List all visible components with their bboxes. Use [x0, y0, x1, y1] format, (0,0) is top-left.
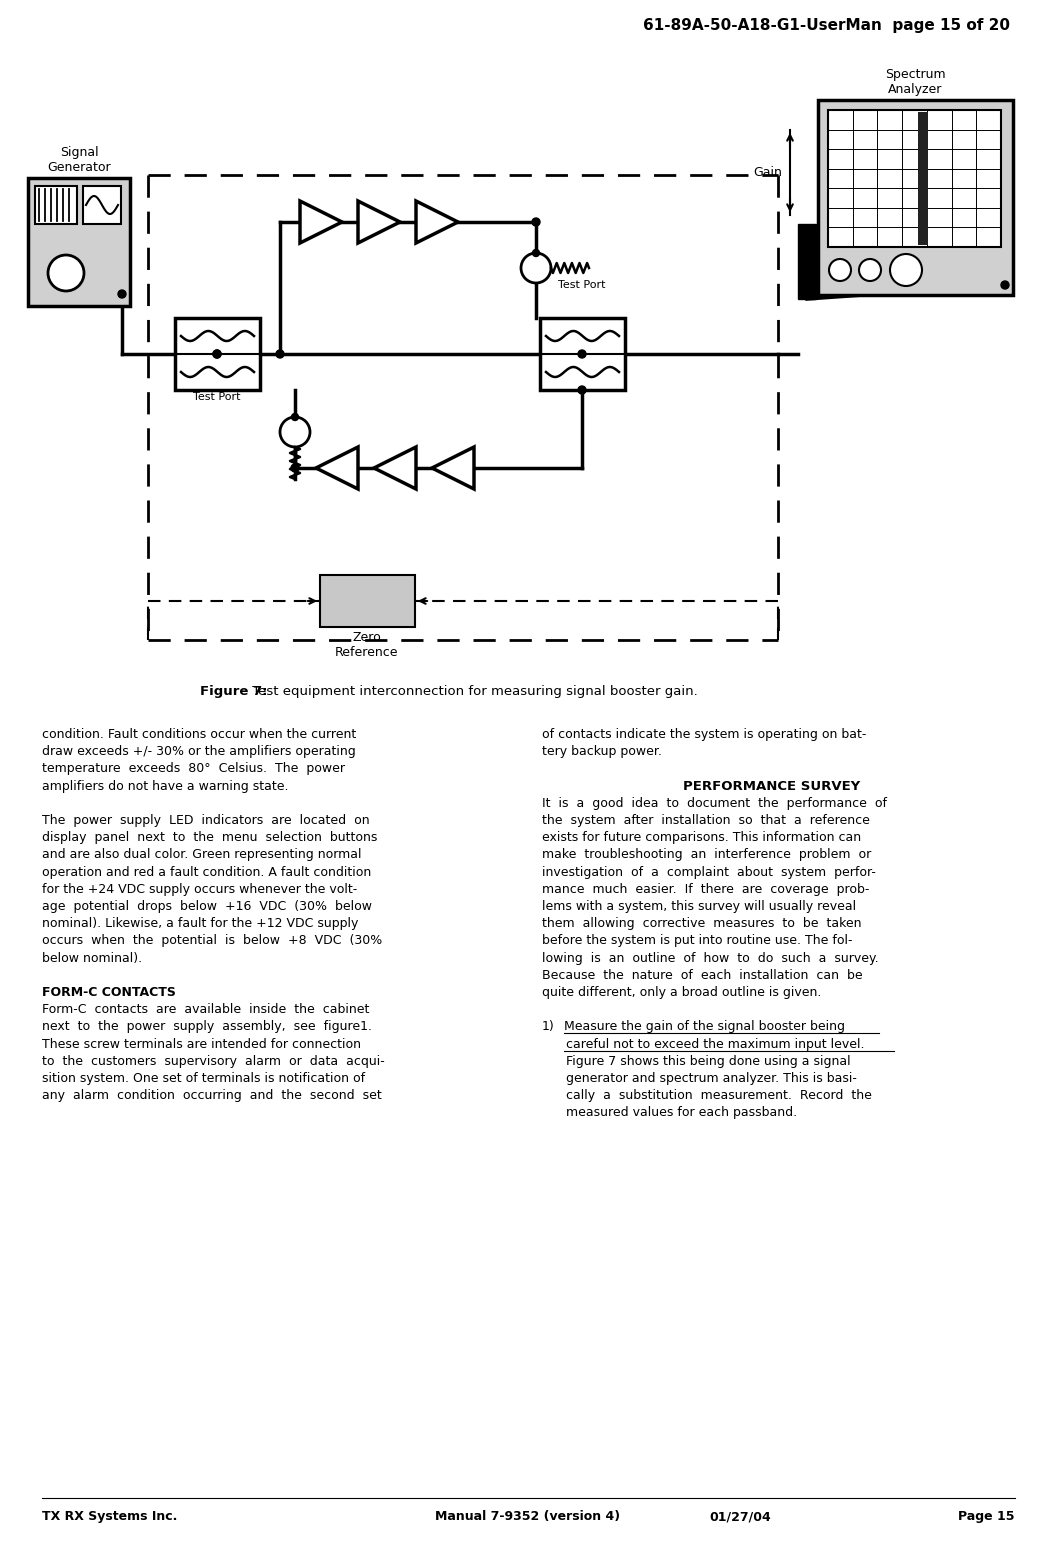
Text: Page 15: Page 15: [959, 1510, 1015, 1523]
Text: to  the  customers  supervisory  alarm  or  data  acqui-: to the customers supervisory alarm or da…: [42, 1055, 385, 1067]
Bar: [818, 100, 1013, 295]
Polygon shape: [358, 200, 400, 244]
Polygon shape: [316, 447, 358, 489]
Text: Zero
Reference: Zero Reference: [335, 631, 398, 658]
Bar: [84, 187, 120, 224]
Circle shape: [48, 254, 84, 291]
Text: Test equipment interconnection for measuring signal booster gain.: Test equipment interconnection for measu…: [248, 685, 698, 699]
Text: below nominal).: below nominal).: [42, 951, 142, 965]
Circle shape: [829, 259, 851, 281]
Text: TX RX Systems Inc.: TX RX Systems Inc.: [42, 1510, 178, 1523]
Text: for the +24 VDC supply occurs whenever the volt-: for the +24 VDC supply occurs whenever t…: [42, 884, 357, 896]
Text: 61-89A-50-A18-G1-UserMan  page 15 of 20: 61-89A-50-A18-G1-UserMan page 15 of 20: [643, 19, 1010, 32]
Text: Manual 7-9352 (version 4): Manual 7-9352 (version 4): [435, 1510, 620, 1523]
Circle shape: [276, 350, 284, 358]
Bar: [35, 187, 77, 224]
Text: nominal). Likewise, a fault for the +12 VDC supply: nominal). Likewise, a fault for the +12 …: [42, 917, 358, 930]
Text: amplifiers do not have a warning state.: amplifiers do not have a warning state.: [42, 780, 289, 793]
Text: 01/27/04: 01/27/04: [709, 1510, 771, 1523]
Text: next  to  the  power  supply  assembly,  see  figure1.: next to the power supply assembly, see f…: [42, 1021, 372, 1033]
Bar: [27, 177, 130, 305]
Polygon shape: [416, 200, 458, 244]
Text: Because  the  nature  of  each  installation  can  be: Because the nature of each installation …: [542, 968, 863, 982]
Text: Test Port: Test Port: [193, 392, 241, 402]
Text: lems with a system, this survey will usually reveal: lems with a system, this survey will usu…: [542, 901, 856, 913]
Text: exists for future comparisons. This information can: exists for future comparisons. This info…: [542, 831, 861, 843]
Text: of contacts indicate the system is operating on bat-: of contacts indicate the system is opera…: [542, 728, 867, 742]
Circle shape: [280, 416, 310, 447]
Text: cally  a  substitution  measurement.  Record  the: cally a substitution measurement. Record…: [542, 1089, 872, 1103]
Text: temperature  exceeds  80°  Celsius.  The  power: temperature exceeds 80° Celsius. The pow…: [42, 762, 345, 776]
Text: tery backup power.: tery backup power.: [542, 745, 662, 759]
Text: generator and spectrum analyzer. This is basi-: generator and spectrum analyzer. This is…: [542, 1072, 857, 1086]
Text: The  power  supply  LED  indicators  are  located  on: The power supply LED indicators are loca…: [42, 814, 370, 827]
Circle shape: [214, 350, 221, 358]
Bar: [320, 575, 415, 628]
Text: Figure 7 shows this being done using a signal: Figure 7 shows this being done using a s…: [542, 1055, 851, 1067]
Bar: [798, 224, 816, 299]
Circle shape: [578, 386, 586, 395]
Text: PERFORMANCE SURVEY: PERFORMANCE SURVEY: [684, 780, 860, 793]
Text: any  alarm  condition  occurring  and  the  second  set: any alarm condition occurring and the se…: [42, 1089, 382, 1103]
Text: investigation  of  a  complaint  about  system  perfor-: investigation of a complaint about syste…: [542, 865, 876, 879]
Text: Spectrum
Analyzer: Spectrum Analyzer: [885, 68, 945, 96]
Circle shape: [1001, 281, 1009, 288]
Circle shape: [890, 254, 922, 285]
Polygon shape: [432, 447, 474, 489]
Text: Gain: Gain: [754, 165, 782, 179]
Polygon shape: [374, 447, 416, 489]
Circle shape: [521, 253, 551, 284]
Polygon shape: [300, 200, 342, 244]
Circle shape: [859, 259, 880, 281]
Text: FORM-C CONTACTS: FORM-C CONTACTS: [42, 985, 175, 999]
Text: display  panel  next  to  the  menu  selection  buttons: display panel next to the menu selection…: [42, 831, 377, 843]
Text: careful not to exceed the maximum input level.: careful not to exceed the maximum input …: [542, 1038, 865, 1050]
Text: Form-C  contacts  are  available  inside  the  cabinet: Form-C contacts are available inside the…: [42, 1004, 369, 1016]
Text: It  is  a  good  idea  to  document  the  performance  of: It is a good idea to document the perfor…: [542, 797, 887, 810]
Circle shape: [578, 350, 586, 358]
Text: sition system. One set of terminals is notification of: sition system. One set of terminals is n…: [42, 1072, 365, 1086]
Text: draw exceeds +/- 30% or the amplifiers operating: draw exceeds +/- 30% or the amplifiers o…: [42, 745, 356, 759]
Text: make  troubleshooting  an  interference  problem  or: make troubleshooting an interference pro…: [542, 848, 871, 862]
Circle shape: [533, 250, 539, 256]
Bar: [919, 113, 928, 245]
Text: mance  much  easier.  If  there  are  coverage  prob-: mance much easier. If there are coverage…: [542, 884, 869, 896]
Circle shape: [214, 350, 221, 358]
Bar: [828, 109, 1001, 247]
Text: quite different, only a broad outline is given.: quite different, only a broad outline is…: [542, 985, 821, 999]
Text: Measure the gain of the signal booster being: Measure the gain of the signal booster b…: [564, 1021, 845, 1033]
Text: Figure 7:: Figure 7:: [200, 685, 267, 699]
Text: 1): 1): [542, 1021, 555, 1033]
Text: and are also dual color. Green representing normal: and are also dual color. Green represent…: [42, 848, 361, 862]
Circle shape: [291, 464, 299, 472]
Text: occurs  when  the  potential  is  below  +8  VDC  (30%: occurs when the potential is below +8 VD…: [42, 934, 383, 947]
Bar: [175, 318, 260, 390]
Circle shape: [532, 217, 540, 227]
Bar: [540, 318, 625, 390]
Text: Test Port: Test Port: [558, 281, 606, 290]
Text: lowing  is  an  outline  of  how  to  do  such  a  survey.: lowing is an outline of how to do such a…: [542, 951, 878, 965]
Text: measured values for each passband.: measured values for each passband.: [542, 1107, 797, 1119]
Text: them  allowing  corrective  measures  to  be  taken: them allowing corrective measures to be …: [542, 917, 861, 930]
Text: 10 dB Pad: 10 dB Pad: [821, 254, 885, 267]
Circle shape: [292, 413, 298, 421]
Text: age  potential  drops  below  +16  VDC  (30%  below: age potential drops below +16 VDC (30% b…: [42, 901, 372, 913]
Circle shape: [118, 290, 126, 298]
Text: These screw terminals are intended for connection: These screw terminals are intended for c…: [42, 1038, 361, 1050]
Text: operation and red a fault condition. A fault condition: operation and red a fault condition. A f…: [42, 865, 371, 879]
Text: before the system is put into routine use. The fol-: before the system is put into routine us…: [542, 934, 853, 947]
Text: Signal
Generator: Signal Generator: [48, 146, 111, 174]
Text: condition. Fault conditions occur when the current: condition. Fault conditions occur when t…: [42, 728, 356, 742]
Text: the  system  after  installation  so  that  a  reference: the system after installation so that a …: [542, 814, 870, 827]
